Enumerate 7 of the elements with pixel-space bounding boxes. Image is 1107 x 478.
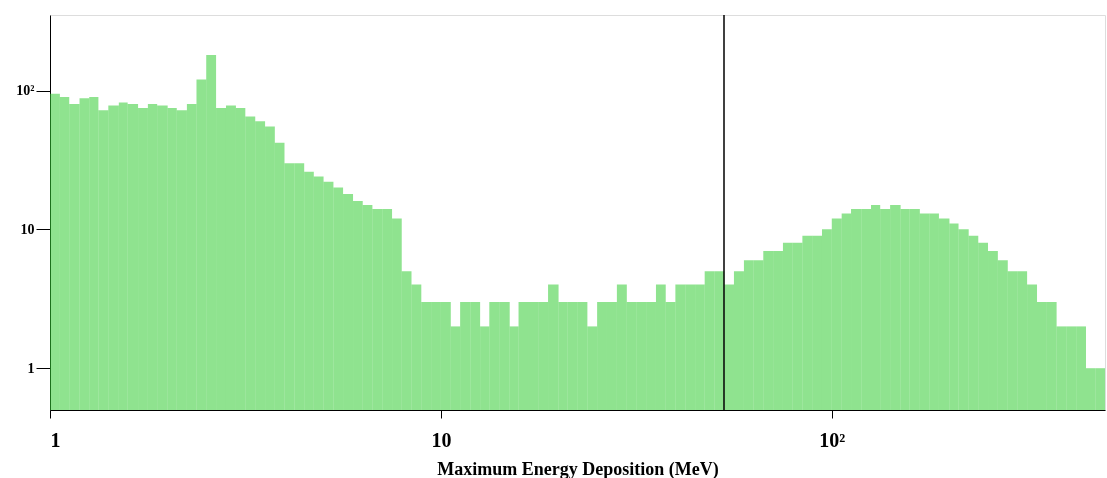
y-tick-label: 10 [20, 221, 35, 237]
x-tick-label: 10 [431, 428, 452, 451]
x-axis-title: Maximum Energy Deposition (MeV) [437, 458, 719, 478]
x-tick-label: 10² [819, 428, 846, 451]
x-tick-label: 1 [50, 428, 61, 451]
y-tick-label: 10² [16, 83, 35, 99]
y-tick-label: 1 [27, 360, 35, 376]
